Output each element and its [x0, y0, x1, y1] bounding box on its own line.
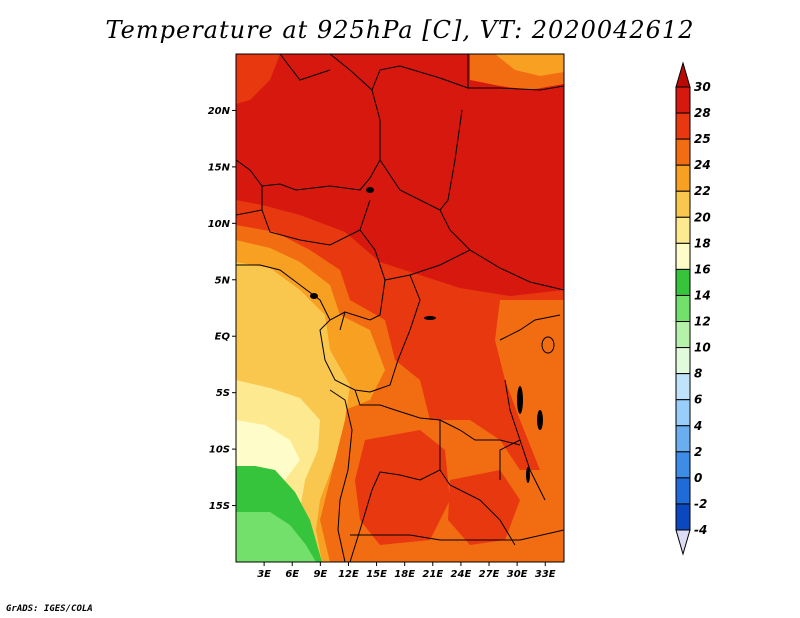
- colorbar-segment: [675, 242, 691, 270]
- colorbar-label: 25: [694, 132, 711, 146]
- lon-label: 24E: [451, 569, 472, 580]
- colorbar-label: 24: [694, 158, 711, 172]
- colorbar-segment: [675, 138, 691, 166]
- lon-label: 3E: [257, 569, 271, 580]
- field-14: [236, 512, 316, 562]
- field-se-pocket-28: [448, 470, 520, 545]
- lon-label: 15E: [366, 569, 387, 580]
- colorbar-label: -2: [694, 497, 707, 511]
- map-frame: [235, 53, 565, 563]
- colorbar-label: 10: [694, 341, 711, 355]
- colorbar-label: 22: [694, 184, 711, 198]
- longitude-axis: 3E 6E 9E 12E 15E 18E 21E 24E 27E 30E 33E: [257, 562, 556, 580]
- grads-credit: GrADS: IGES/COLA: [6, 604, 93, 614]
- lat-label: 20N: [208, 106, 231, 117]
- colorbar-label: 14: [694, 288, 711, 302]
- colorbar-segment: [675, 86, 691, 114]
- colorbar-segment: [675, 399, 691, 427]
- field-nw-28: [236, 54, 280, 104]
- lon-label: 6E: [285, 569, 299, 580]
- colorbar-label: 2: [694, 445, 702, 459]
- lat-label: 15N: [208, 162, 231, 173]
- latitude-axis: 20N 15N 10N 5N EQ 5S 10S 15S: [208, 106, 236, 512]
- colorbar-label: 4: [693, 419, 702, 433]
- lakes: [310, 187, 555, 483]
- colorbar-label: 16: [694, 262, 711, 276]
- lon-label: 12E: [338, 569, 359, 580]
- colorbar-segment: [675, 268, 691, 296]
- colorbar-label: 8: [694, 367, 702, 381]
- colorbar-segment: [675, 347, 691, 375]
- lon-label: 18E: [394, 569, 415, 580]
- lon-label: 30E: [507, 569, 528, 580]
- colorbar-segment: [675, 477, 691, 505]
- colorbar-segment: [675, 321, 691, 349]
- colorbar-bottom-arrow: [675, 529, 691, 556]
- temperature-field: [236, 54, 564, 562]
- colorbar-top-arrow: [675, 61, 691, 88]
- field-south-pocket-28: [355, 430, 450, 545]
- lat-label: 10N: [208, 219, 231, 230]
- colorbar-label: 12: [694, 315, 711, 329]
- colorbar-label: -4: [694, 523, 707, 537]
- colorbar-segment: [675, 294, 691, 323]
- country-borders: [236, 54, 564, 562]
- colorbar-label: 18: [694, 236, 711, 250]
- lon-label: 21E: [422, 569, 443, 580]
- lat-label: EQ: [215, 332, 231, 343]
- colorbar-segment: [675, 503, 691, 531]
- lat-label: 15S: [209, 501, 230, 512]
- colorbar-label: 0: [694, 471, 702, 485]
- colorbar-segment: [675, 190, 691, 218]
- field-ne-24: [495, 54, 564, 76]
- lat-label: 5N: [215, 275, 231, 286]
- colorbar-segment: [675, 164, 691, 192]
- colorbar-label: 6: [694, 393, 702, 407]
- colorbar-segment: [675, 451, 691, 479]
- chart-title: Temperature at 925hPa [C], VT: 202004261…: [105, 16, 695, 44]
- colorbar-segment: [675, 112, 691, 140]
- colorbar-segment: [675, 216, 691, 244]
- lon-label: 27E: [479, 569, 500, 580]
- colorbar-label: 20: [694, 210, 711, 224]
- colorbar-segment: [675, 425, 691, 453]
- field-east-25: [495, 300, 564, 470]
- lat-label: 10S: [209, 445, 230, 456]
- colorbar-label: 30: [694, 80, 711, 94]
- lat-label: 5S: [216, 388, 230, 399]
- colorbar-label: 28: [694, 106, 711, 120]
- colorbar-segment: [675, 373, 691, 401]
- lon-label: 9E: [313, 569, 327, 580]
- lon-label: 33E: [535, 569, 556, 580]
